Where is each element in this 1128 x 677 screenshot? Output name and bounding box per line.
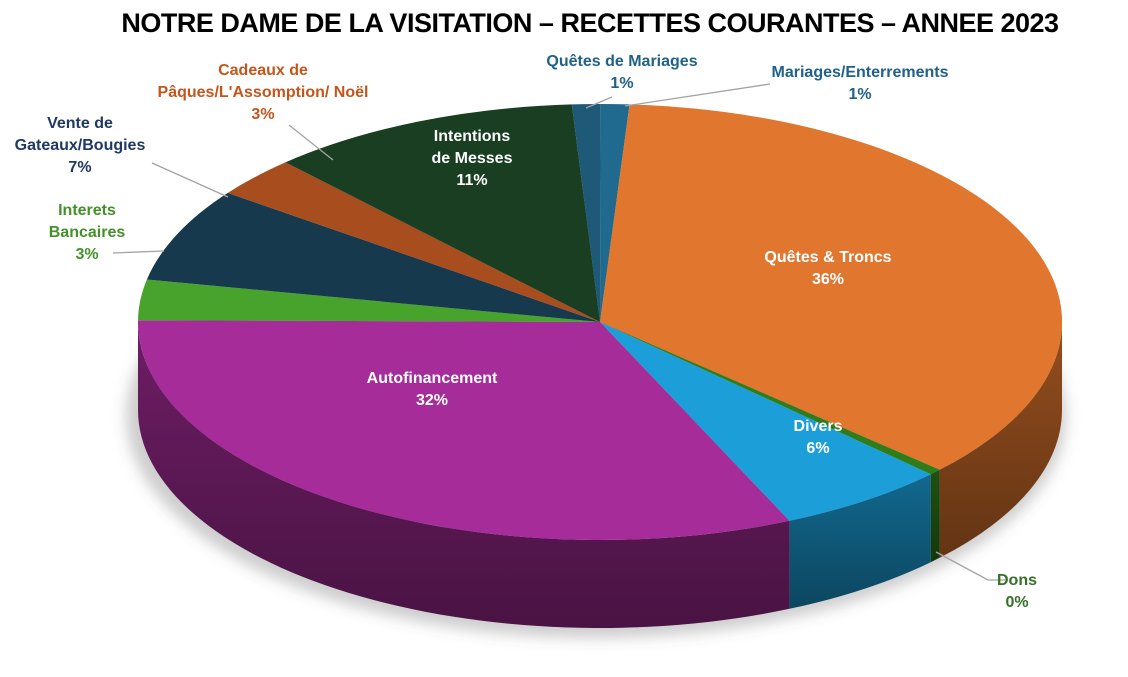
slice-quetes-troncs — [600, 104, 1063, 470]
leader-line-dons — [935, 551, 1005, 581]
slice-side-autofinancement — [138, 322, 790, 628]
slice-autofinancement — [137, 320, 790, 540]
slice-interets-bancaires — [138, 279, 600, 322]
leader-line-cadeaux-paques-assomption-noel — [288, 124, 334, 161]
slice-side-dons — [930, 469, 940, 563]
leader-line-mariages-enterrements — [624, 83, 771, 107]
leader-line-quetes-mariages — [585, 96, 613, 109]
slice-vente-gateaux-bougies — [146, 192, 600, 322]
slice-cadeaux-paques-assomption-noel — [227, 162, 601, 322]
chart-title: NOTRE DAME DE LA VISITATION – RECETTES C… — [121, 8, 1059, 38]
slice-side-divers — [789, 474, 931, 609]
leader-line-vente-gateaux-bougies — [151, 162, 229, 198]
leader-line-interets-bancaires — [112, 250, 165, 254]
slice-side-quetes-troncs — [939, 322, 1062, 558]
slice-quetes-mariages — [571, 103, 601, 322]
slice-mariages-enterrements — [600, 103, 630, 322]
slice-dons — [600, 322, 940, 475]
slice-intentions-messes — [285, 104, 600, 323]
slice-divers — [600, 322, 931, 521]
